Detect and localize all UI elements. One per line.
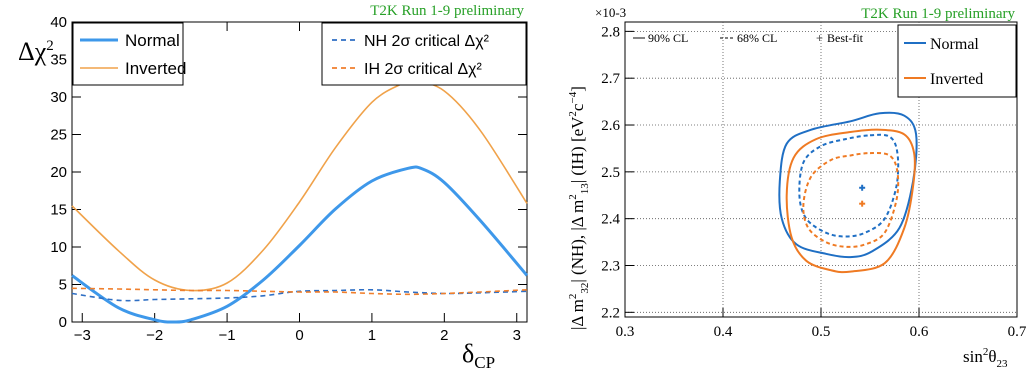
best-fit-marker-normal bbox=[859, 184, 866, 191]
left-legend-box bbox=[72, 22, 184, 86]
style-legend-90cl: 90% CL bbox=[648, 31, 688, 45]
right-x-tick-label: 0.3 bbox=[616, 324, 635, 340]
left-x-tick-label: −3 bbox=[74, 327, 91, 344]
left-y-tick-label: 25 bbox=[50, 127, 67, 144]
right-y-tick-label: 2.2 bbox=[601, 305, 620, 321]
series-line-2 bbox=[71, 79, 528, 292]
style-legend-bestfit-marker: + bbox=[816, 31, 823, 45]
series-line-4 bbox=[71, 287, 528, 296]
series-line-1 bbox=[71, 165, 529, 324]
left-y-tick-label: 15 bbox=[50, 202, 67, 219]
left-x-tick-label: −1 bbox=[219, 327, 236, 344]
right-y-tick-label: 2.3 bbox=[601, 258, 620, 274]
left-y-axis-label: Δχ2 bbox=[18, 37, 54, 66]
legend-normal-contour-label: Normal bbox=[930, 36, 979, 53]
right-legend-box bbox=[321, 22, 527, 86]
right-color-legend-box bbox=[897, 24, 1017, 98]
best-fit-marker-inverted bbox=[859, 200, 866, 207]
left-x-tick-label: 3 bbox=[513, 327, 521, 344]
right-y-tick-label: 2.6 bbox=[601, 118, 620, 134]
right-y-tick-label: 2.8 bbox=[601, 24, 620, 40]
right-x-axis-label: sin2θ23 bbox=[963, 346, 1008, 370]
right-x-tick-label: 0.6 bbox=[910, 324, 929, 340]
left-preliminary-label: T2K Run 1-9 preliminary bbox=[370, 3, 524, 19]
left-x-tick-label: 1 bbox=[368, 327, 376, 344]
contour-inverted-68 bbox=[802, 152, 900, 248]
left-x-tick-label: 2 bbox=[440, 327, 448, 344]
right-y-axis-label: |Δ m232| (NH), |Δ m213| (IH) [eV2c−4] bbox=[567, 86, 591, 330]
y-multiplier-label: ×10-3 bbox=[595, 5, 626, 20]
left-y-tick-label: 0 bbox=[59, 314, 67, 331]
left-y-tick-label: 30 bbox=[50, 89, 67, 106]
left-y-tick-label: 20 bbox=[50, 164, 67, 181]
right-x-tick-label: 0.5 bbox=[812, 324, 831, 340]
right-preliminary-label: T2K Run 1-9 preliminary bbox=[861, 6, 1015, 22]
left-x-tick-label: −2 bbox=[146, 327, 163, 344]
left-y-tick-label: 5 bbox=[59, 277, 67, 294]
style-legend-68cl: 68% CL bbox=[737, 31, 777, 45]
contour-plot: 0.3 0.4 0.5 0.6 0.7 2.2 2.3 2.4 2.5 2.6 2.7 2.8 T2K… bbox=[567, 5, 1027, 370]
contour-normal-68 bbox=[798, 133, 900, 238]
legend-normal-label: Normal bbox=[125, 31, 180, 50]
left-x-tick-label: 0 bbox=[295, 327, 303, 344]
legend-inverted-contour-label: Inverted bbox=[930, 71, 983, 88]
right-y-tick-label: 2.4 bbox=[601, 212, 620, 228]
right-x-tick-label: 0.7 bbox=[1008, 324, 1027, 340]
contour-inverted-90 bbox=[785, 128, 916, 274]
legend-nh-critical-label: NH 2σ critical Δχ² bbox=[364, 33, 490, 50]
legend-inverted-label: Inverted bbox=[125, 59, 186, 78]
contour-normal-90 bbox=[778, 111, 918, 259]
left-y-tick-label: 40 bbox=[50, 14, 67, 31]
right-y-tick-label: 2.7 bbox=[601, 71, 620, 87]
left-x-axis-label: δCP bbox=[462, 339, 495, 371]
right-y-tick-label: 2.5 bbox=[601, 165, 620, 181]
right-x-tick-label: 0.4 bbox=[714, 324, 733, 340]
style-legend-bestfit: Best-fit bbox=[827, 31, 864, 45]
legend-ih-critical-label: IH 2σ critical Δχ² bbox=[364, 61, 483, 78]
left-y-tick-label: 10 bbox=[50, 239, 67, 256]
left-y-tick-label: 35 bbox=[50, 52, 67, 69]
